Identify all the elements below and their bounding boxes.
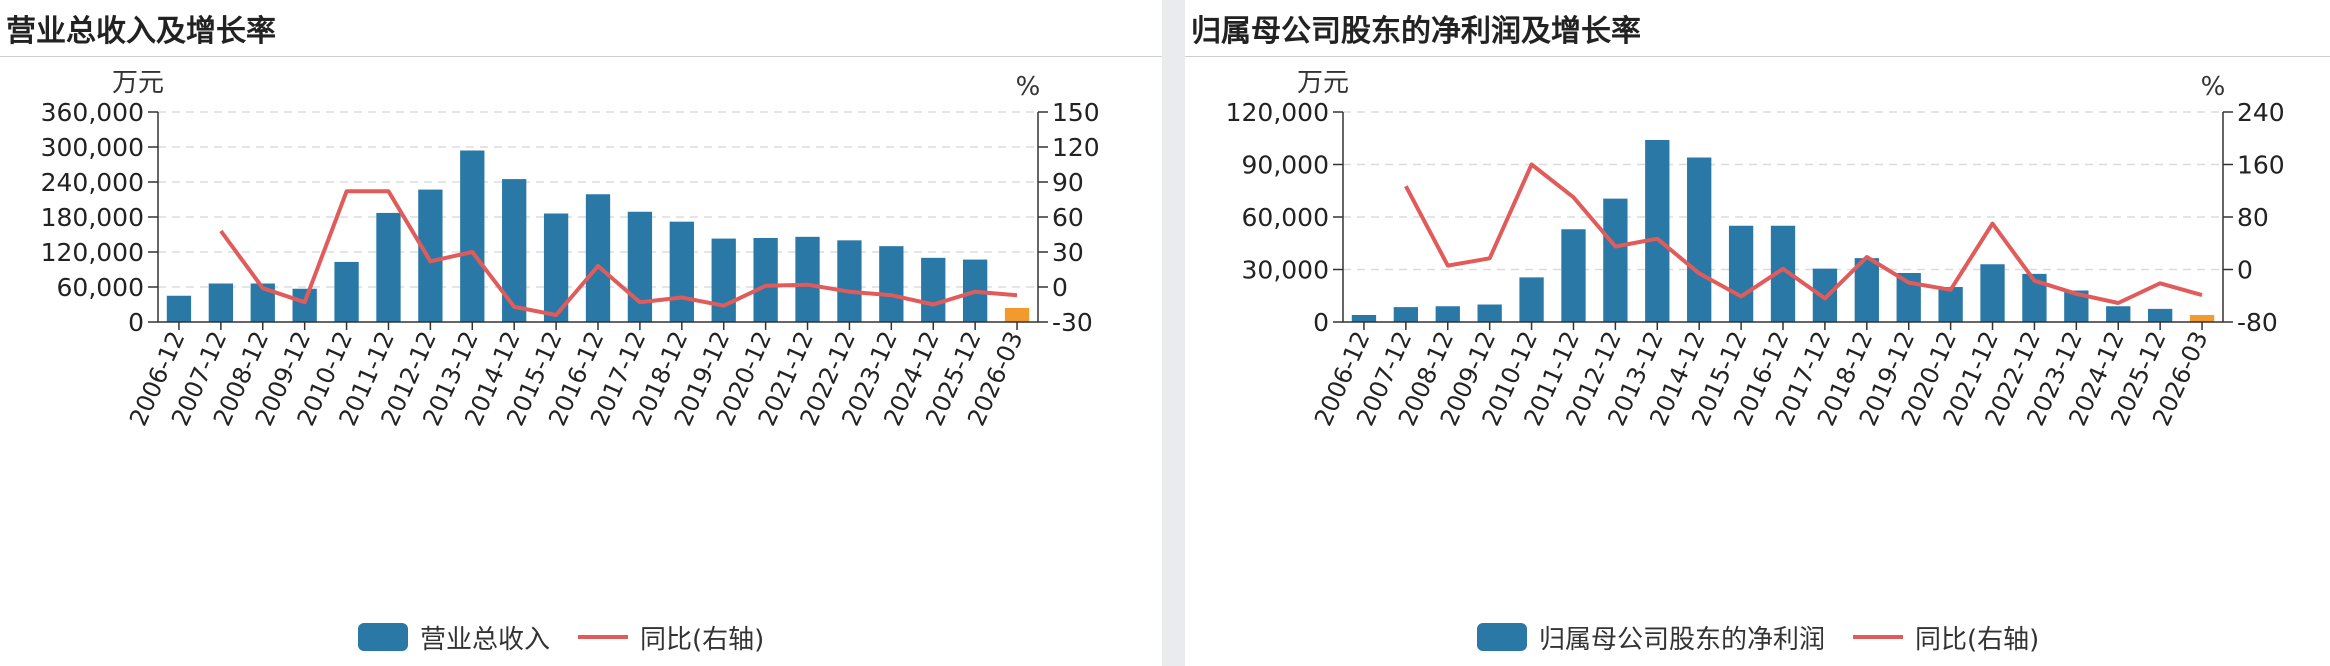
legend-item-bar[interactable]: 归属母公司股东的净利润 — [1477, 619, 1825, 656]
bar — [1687, 157, 1712, 322]
bar — [292, 288, 317, 322]
legend-item-bar[interactable]: 营业总收入 — [358, 619, 550, 656]
bar — [627, 211, 653, 322]
bar — [376, 212, 401, 322]
legend-label: 营业总收入 — [420, 624, 551, 655]
bar — [1477, 304, 1502, 322]
right-tick-label: 120 — [1052, 133, 1100, 162]
bar — [1938, 287, 1963, 322]
bar — [1980, 264, 2005, 322]
bar — [585, 194, 611, 322]
right-axis-unit: % — [2201, 72, 2226, 102]
legend-label: 同比(右轴) — [1915, 624, 2040, 655]
right-tick-label: 150 — [1052, 98, 1100, 127]
growth-line — [219, 189, 1018, 317]
bar — [1435, 306, 1460, 322]
bar — [166, 295, 192, 322]
right-tick-label: 0 — [1052, 273, 1068, 302]
revenue-panel: 营业总收入及增长率 万元% 0 60,000 120,000 180,000 240,00… — [0, 0, 1162, 666]
right-tick-label: -80 — [2237, 308, 2278, 337]
right-tick-label: 90 — [1052, 168, 1084, 197]
bar — [2189, 315, 2215, 322]
bar — [2147, 308, 2173, 322]
bar — [418, 189, 443, 322]
bar — [837, 240, 862, 322]
legend-bar-swatch — [1477, 623, 1527, 651]
left-axis-unit: 万元 — [112, 68, 164, 98]
left-tick-label: 90,000 — [1242, 151, 1329, 180]
left-tick-label: 0 — [1313, 308, 1329, 337]
net-profit-chart: 万元 % 0 30,000 60,000 90,000 120,000 -80 0 80 160 24… — [1226, 68, 2285, 430]
chart-title: 归属母公司股东的净利润及增长率 — [1191, 14, 1641, 49]
bar — [1603, 198, 1628, 322]
bar — [879, 246, 904, 322]
bar — [1519, 277, 1544, 322]
bar — [208, 283, 234, 322]
bar — [1561, 229, 1586, 322]
bar — [334, 261, 359, 322]
chart-legend: 营业总收入 同比(右轴) — [358, 612, 792, 662]
bar — [753, 238, 778, 322]
growth-line — [1404, 162, 2203, 305]
bar — [1728, 225, 1754, 322]
legend-line-swatch — [578, 635, 629, 639]
chart-title: 营业总收入及增长率 — [6, 14, 276, 49]
bar — [1351, 315, 1377, 322]
left-tick-label: 240,000 — [41, 168, 144, 197]
bar — [921, 257, 946, 322]
bar — [669, 221, 694, 322]
left-tick-label: 30,000 — [1242, 256, 1329, 285]
bar — [1393, 307, 1419, 322]
bar — [1004, 308, 1030, 322]
right-tick-label: 240 — [2237, 98, 2285, 127]
panel-header: 营业总收入及增长率 — [0, 0, 1162, 57]
legend-label: 同比(右轴) — [640, 624, 765, 655]
legend-label: 归属母公司股东的净利润 — [1539, 624, 1826, 655]
right-tick-label: 30 — [1052, 238, 1084, 267]
left-tick-label: 180,000 — [41, 203, 144, 232]
legend-item-line[interactable]: 同比(右轴) — [578, 619, 764, 656]
bar — [1812, 268, 1838, 322]
left-tick-label: 60,000 — [57, 273, 144, 302]
panel-header: 归属母公司股东的净利润及增长率 — [1185, 0, 2330, 57]
bar — [1854, 258, 1879, 322]
left-tick-label: 0 — [128, 308, 144, 337]
left-tick-label: 120,000 — [1226, 98, 1329, 127]
right-axis-unit: % — [1016, 72, 1041, 102]
bar — [502, 179, 527, 322]
bar — [2106, 306, 2131, 322]
legend-bar-swatch — [358, 623, 408, 651]
left-axis-unit: 万元 — [1297, 68, 1349, 98]
chart-legend: 归属母公司股东的净利润 同比(右轴) — [1477, 612, 2067, 662]
right-tick-label: 80 — [2237, 203, 2269, 232]
left-tick-label: 120,000 — [41, 238, 144, 267]
legend-item-line[interactable]: 同比(右轴) — [1853, 619, 2039, 656]
right-tick-label: -30 — [1052, 308, 1093, 337]
right-tick-label: 0 — [2237, 256, 2253, 285]
legend-line-swatch — [1853, 635, 1904, 639]
right-tick-label: 160 — [2237, 151, 2285, 180]
bar — [795, 236, 820, 322]
left-tick-label: 60,000 — [1242, 203, 1329, 232]
bar — [1645, 140, 1670, 322]
revenue-chart: 万元 % 0 60,000 120,000 180,000 240,000 300,000 36… — [41, 68, 1100, 430]
bar — [460, 150, 485, 322]
net-profit-panel: 归属母公司股东的净利润及增长率 万元% 0 30,000 60,000 90,000 12… — [1185, 0, 2330, 666]
right-tick-label: 60 — [1052, 203, 1084, 232]
bar — [711, 238, 736, 322]
left-tick-label: 360,000 — [41, 98, 144, 127]
left-tick-label: 300,000 — [41, 133, 144, 162]
